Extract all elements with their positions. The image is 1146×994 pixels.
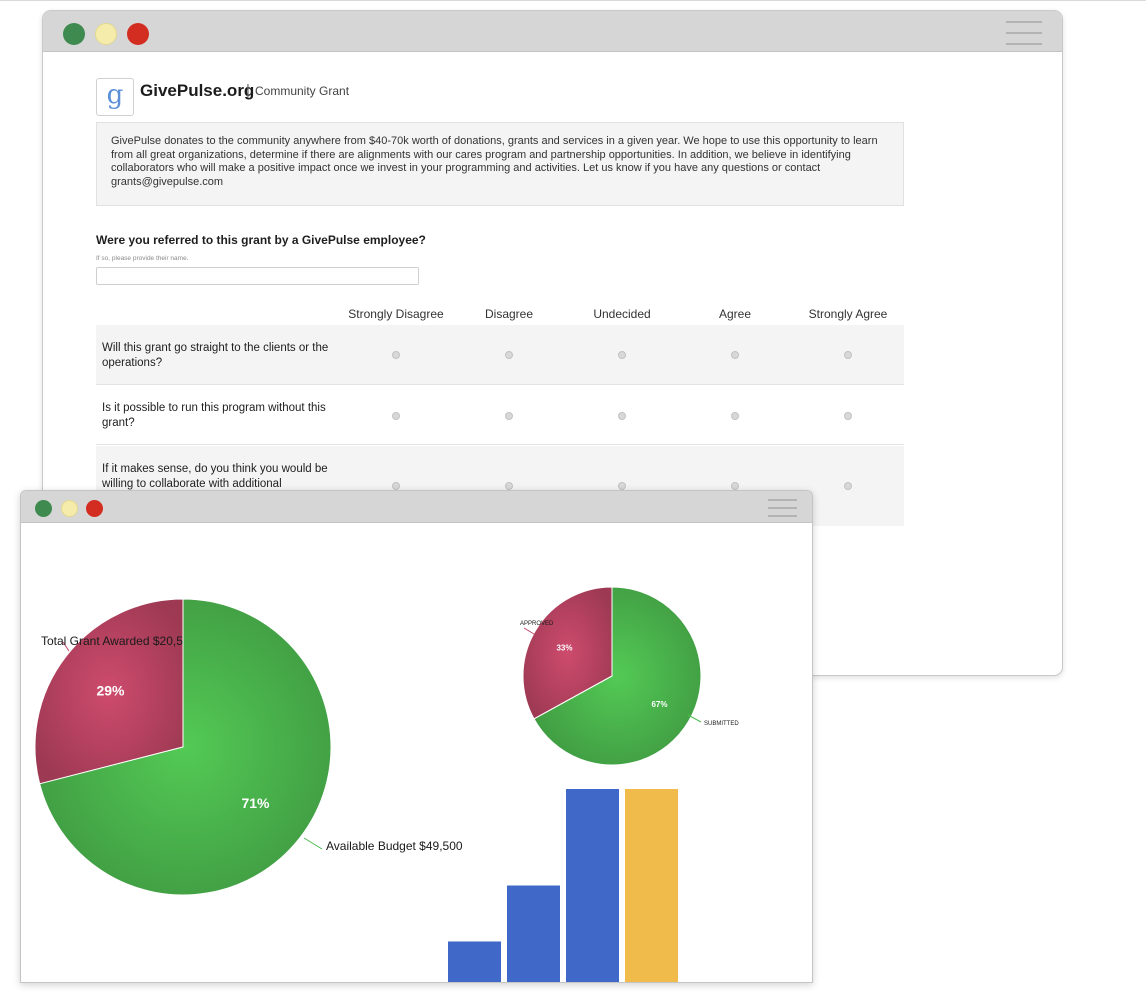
radio-strongly-disagree[interactable]: [392, 412, 400, 420]
radio-strongly-disagree[interactable]: [392, 482, 400, 490]
scale-header-undecided: Undecided: [593, 307, 651, 321]
charts-window: 29% Total Grant Awarded $20,500 71% Availab…: [20, 490, 813, 983]
radio-agree[interactable]: [731, 412, 739, 420]
bar: [507, 885, 560, 982]
radio-strongly-agree[interactable]: [844, 412, 852, 420]
pie-slice-label: Total Grant Awarded $20,500: [41, 634, 197, 648]
scale-header-disagree: Disagree: [484, 307, 534, 321]
pie-percent-label: 71%: [241, 795, 270, 811]
scale-header-strongly-agree: Strongly Agree: [808, 307, 888, 321]
referral-name-input[interactable]: [96, 267, 419, 285]
charts-canvas: 29% Total Grant Awarded $20,500 71% Availab…: [34, 586, 739, 982]
pie-slice: [533, 586, 702, 766]
likert-row: Will this grant go straight to the clien…: [96, 325, 904, 385]
likert-row: Is it possible to run this program witho…: [96, 385, 904, 445]
form-window-titlebar: [43, 11, 1062, 52]
radio-undecided[interactable]: [618, 412, 626, 420]
pie-leader-line: [523, 627, 535, 635]
pie-leader-line: [303, 837, 323, 850]
menu-icon[interactable]: [768, 499, 797, 523]
pie-slice: [39, 598, 332, 896]
likert-question: Will this grant go straight to the clien…: [102, 342, 329, 369]
pie-percent-label: 29%: [96, 683, 125, 699]
radio-agree[interactable]: [731, 482, 739, 490]
pie-slice: [522, 586, 613, 720]
window-minimize-button[interactable]: [95, 23, 117, 45]
pie-slice-label: SUBMITTED: [704, 721, 739, 727]
window-close-button[interactable]: [86, 500, 103, 517]
scale-header-agree: Agree: [718, 307, 752, 321]
pie-slice-label: APPROVED: [520, 621, 554, 627]
radio-disagree[interactable]: [505, 351, 513, 359]
referral-hint: If so, please provide their name.: [96, 255, 189, 262]
window-zoom-button[interactable]: [63, 23, 85, 45]
radio-strongly-agree[interactable]: [844, 482, 852, 490]
page-subtitle: Community Grant: [255, 84, 350, 98]
radio-disagree[interactable]: [505, 412, 513, 420]
window-minimize-button[interactable]: [61, 500, 78, 517]
pie-slice: [34, 598, 184, 785]
page-top-border: [0, 0, 1146, 1]
referral-question: Were you referred to this grant by a Giv…: [96, 233, 426, 247]
pie-leader-line: [62, 641, 70, 652]
pie-slice-label: Available Budget $49,500: [326, 839, 463, 853]
radio-strongly-disagree[interactable]: [392, 351, 400, 359]
scale-header-strongly-disagree: Strongly Disagree: [348, 307, 444, 321]
charts-window-titlebar: [21, 491, 812, 523]
radio-undecided[interactable]: [618, 351, 626, 359]
radio-strongly-agree[interactable]: [844, 351, 852, 359]
radio-disagree[interactable]: [505, 482, 513, 490]
pie-leader-line: [687, 714, 702, 723]
intro-text: GivePulse donates to the community anywh…: [96, 122, 904, 206]
menu-icon[interactable]: [1006, 21, 1042, 54]
window-close-button[interactable]: [127, 23, 149, 45]
radio-agree[interactable]: [731, 351, 739, 359]
pie-percent-label: 67%: [651, 700, 667, 709]
pie-percent-label: 33%: [556, 644, 572, 653]
likert-question: If it makes sense, do you think you woul…: [102, 463, 328, 490]
brand-separator: |: [246, 82, 250, 99]
window-zoom-button[interactable]: [35, 500, 52, 517]
givepulse-logo: g: [96, 78, 134, 116]
brand-name: GivePulse.org: [140, 81, 255, 100]
likert-question: Is it possible to run this program witho…: [102, 402, 326, 429]
bar: [448, 941, 501, 982]
bar: [625, 789, 678, 982]
bar: [566, 789, 619, 982]
radio-undecided[interactable]: [618, 482, 626, 490]
